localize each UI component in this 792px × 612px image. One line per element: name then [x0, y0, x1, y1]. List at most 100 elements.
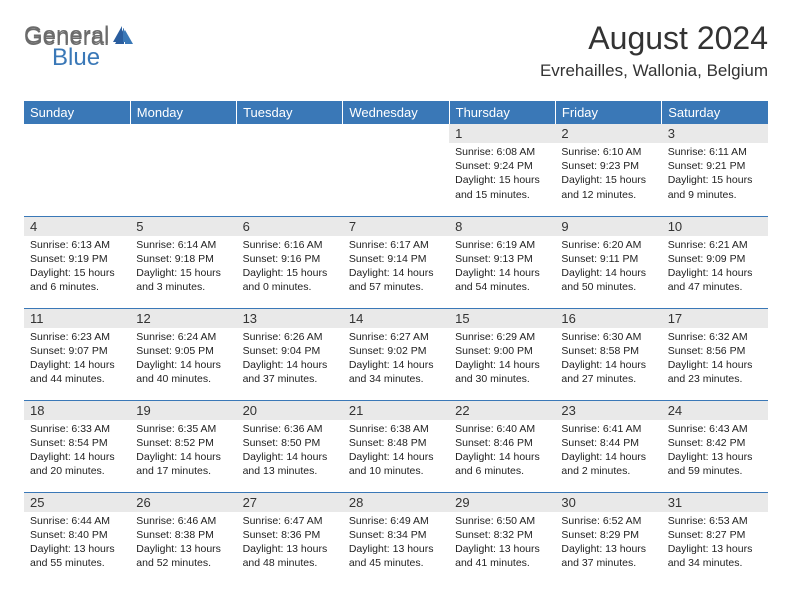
calendar-row: ........1Sunrise: 6:08 AMSunset: 9:24 PM…: [24, 124, 768, 216]
day-number: 5: [130, 217, 236, 236]
day-number: 18: [24, 401, 130, 420]
day-number: 17: [662, 309, 768, 328]
sunset-text: Sunset: 9:05 PM: [136, 344, 230, 358]
day-content: Sunrise: 6:13 AMSunset: 9:19 PMDaylight:…: [24, 236, 130, 299]
calendar-cell: 28Sunrise: 6:49 AMSunset: 8:34 PMDayligh…: [343, 492, 449, 584]
day-number: 28: [343, 493, 449, 512]
sunrise-text: Sunrise: 6:41 AM: [561, 422, 655, 436]
day-number: 2: [555, 124, 661, 143]
day-number: 15: [449, 309, 555, 328]
sunset-text: Sunset: 9:24 PM: [455, 159, 549, 173]
calendar-cell: 30Sunrise: 6:52 AMSunset: 8:29 PMDayligh…: [555, 492, 661, 584]
sunrise-text: Sunrise: 6:08 AM: [455, 145, 549, 159]
daylight-text: Daylight: 13 hours and 45 minutes.: [349, 542, 443, 570]
sunrise-text: Sunrise: 6:38 AM: [349, 422, 443, 436]
sunset-text: Sunset: 8:34 PM: [349, 528, 443, 542]
day-number: 30: [555, 493, 661, 512]
calendar-cell: 2Sunrise: 6:10 AMSunset: 9:23 PMDaylight…: [555, 124, 661, 216]
sunset-text: Sunset: 9:09 PM: [668, 252, 762, 266]
sunset-text: Sunset: 9:16 PM: [243, 252, 337, 266]
day-number: 4: [24, 217, 130, 236]
sunset-text: Sunset: 8:38 PM: [136, 528, 230, 542]
sunrise-text: Sunrise: 6:46 AM: [136, 514, 230, 528]
day-number: 10: [662, 217, 768, 236]
daylight-text: Daylight: 13 hours and 34 minutes.: [668, 542, 762, 570]
day-content: Sunrise: 6:30 AMSunset: 8:58 PMDaylight:…: [555, 328, 661, 391]
day-content: Sunrise: 6:19 AMSunset: 9:13 PMDaylight:…: [449, 236, 555, 299]
weekday-header: Thursday: [449, 101, 555, 124]
calendar-cell: 10Sunrise: 6:21 AMSunset: 9:09 PMDayligh…: [662, 216, 768, 308]
sunrise-text: Sunrise: 6:26 AM: [243, 330, 337, 344]
day-content: Sunrise: 6:47 AMSunset: 8:36 PMDaylight:…: [237, 512, 343, 575]
day-content: Sunrise: 6:08 AMSunset: 9:24 PMDaylight:…: [449, 143, 555, 206]
daylight-text: Daylight: 14 hours and 30 minutes.: [455, 358, 549, 386]
calendar-head: SundayMondayTuesdayWednesdayThursdayFrid…: [24, 101, 768, 124]
calendar-cell: 17Sunrise: 6:32 AMSunset: 8:56 PMDayligh…: [662, 308, 768, 400]
calendar-cell: 20Sunrise: 6:36 AMSunset: 8:50 PMDayligh…: [237, 400, 343, 492]
sunset-text: Sunset: 9:00 PM: [455, 344, 549, 358]
month-title: August 2024: [540, 20, 768, 57]
day-number: 29: [449, 493, 555, 512]
sunrise-text: Sunrise: 6:49 AM: [349, 514, 443, 528]
weekday-header: Saturday: [662, 101, 768, 124]
sunset-text: Sunset: 8:48 PM: [349, 436, 443, 450]
sunset-text: Sunset: 9:18 PM: [136, 252, 230, 266]
calendar-cell: 5Sunrise: 6:14 AMSunset: 9:18 PMDaylight…: [130, 216, 236, 308]
sunrise-text: Sunrise: 6:19 AM: [455, 238, 549, 252]
sunset-text: Sunset: 8:42 PM: [668, 436, 762, 450]
location-text: Evrehailles, Wallonia, Belgium: [540, 61, 768, 81]
calendar-cell: 16Sunrise: 6:30 AMSunset: 8:58 PMDayligh…: [555, 308, 661, 400]
sunset-text: Sunset: 8:52 PM: [136, 436, 230, 450]
sunset-text: Sunset: 8:56 PM: [668, 344, 762, 358]
daylight-text: Daylight: 13 hours and 55 minutes.: [30, 542, 124, 570]
calendar-cell: 6Sunrise: 6:16 AMSunset: 9:16 PMDaylight…: [237, 216, 343, 308]
day-number: 23: [555, 401, 661, 420]
calendar-cell: 8Sunrise: 6:19 AMSunset: 9:13 PMDaylight…: [449, 216, 555, 308]
sunrise-text: Sunrise: 6:30 AM: [561, 330, 655, 344]
calendar-cell: 19Sunrise: 6:35 AMSunset: 8:52 PMDayligh…: [130, 400, 236, 492]
sunset-text: Sunset: 9:11 PM: [561, 252, 655, 266]
day-number: 7: [343, 217, 449, 236]
sunset-text: Sunset: 8:29 PM: [561, 528, 655, 542]
sunrise-text: Sunrise: 6:27 AM: [349, 330, 443, 344]
sunrise-text: Sunrise: 6:44 AM: [30, 514, 124, 528]
day-number: 22: [449, 401, 555, 420]
day-number: 11: [24, 309, 130, 328]
calendar-cell: 1Sunrise: 6:08 AMSunset: 9:24 PMDaylight…: [449, 124, 555, 216]
day-number: 26: [130, 493, 236, 512]
daylight-text: Daylight: 13 hours and 59 minutes.: [668, 450, 762, 478]
daylight-text: Daylight: 14 hours and 37 minutes.: [243, 358, 337, 386]
daylight-text: Daylight: 14 hours and 10 minutes.: [349, 450, 443, 478]
day-number: 31: [662, 493, 768, 512]
sunset-text: Sunset: 8:50 PM: [243, 436, 337, 450]
day-content: Sunrise: 6:49 AMSunset: 8:34 PMDaylight:…: [343, 512, 449, 575]
calendar-cell: 7Sunrise: 6:17 AMSunset: 9:14 PMDaylight…: [343, 216, 449, 308]
calendar-cell: 18Sunrise: 6:33 AMSunset: 8:54 PMDayligh…: [24, 400, 130, 492]
sunset-text: Sunset: 9:02 PM: [349, 344, 443, 358]
sunrise-text: Sunrise: 6:11 AM: [668, 145, 762, 159]
sunset-text: Sunset: 9:07 PM: [30, 344, 124, 358]
day-number: 16: [555, 309, 661, 328]
calendar-table: SundayMondayTuesdayWednesdayThursdayFrid…: [24, 101, 768, 584]
day-content: Sunrise: 6:36 AMSunset: 8:50 PMDaylight:…: [237, 420, 343, 483]
daylight-text: Daylight: 15 hours and 9 minutes.: [668, 173, 762, 201]
logo-sail-icon: [111, 24, 133, 49]
sunrise-text: Sunrise: 6:36 AM: [243, 422, 337, 436]
calendar-cell: 24Sunrise: 6:43 AMSunset: 8:42 PMDayligh…: [662, 400, 768, 492]
sunset-text: Sunset: 8:58 PM: [561, 344, 655, 358]
daylight-text: Daylight: 14 hours and 20 minutes.: [30, 450, 124, 478]
day-number: 21: [343, 401, 449, 420]
sunrise-text: Sunrise: 6:10 AM: [561, 145, 655, 159]
calendar-cell: ..: [343, 124, 449, 216]
sunrise-text: Sunrise: 6:32 AM: [668, 330, 762, 344]
day-content: Sunrise: 6:44 AMSunset: 8:40 PMDaylight:…: [24, 512, 130, 575]
sunrise-text: Sunrise: 6:24 AM: [136, 330, 230, 344]
sunset-text: Sunset: 8:40 PM: [30, 528, 124, 542]
day-content: Sunrise: 6:27 AMSunset: 9:02 PMDaylight:…: [343, 328, 449, 391]
sunset-text: Sunset: 9:19 PM: [30, 252, 124, 266]
daylight-text: Daylight: 15 hours and 12 minutes.: [561, 173, 655, 201]
daylight-text: Daylight: 14 hours and 34 minutes.: [349, 358, 443, 386]
calendar-cell: ..: [130, 124, 236, 216]
daylight-text: Daylight: 13 hours and 37 minutes.: [561, 542, 655, 570]
sunset-text: Sunset: 9:14 PM: [349, 252, 443, 266]
